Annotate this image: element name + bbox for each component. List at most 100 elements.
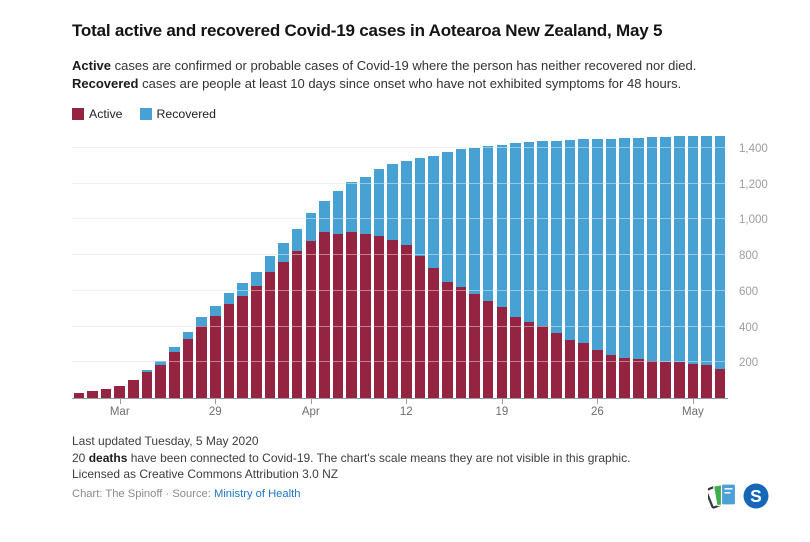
legend-label-recovered: Recovered xyxy=(156,107,216,121)
x-tick-mark xyxy=(119,399,121,404)
y-axis-label: 1,200 xyxy=(739,178,768,191)
recovered-segment xyxy=(319,200,330,233)
active-segment xyxy=(428,267,439,398)
x-axis-label: Apr xyxy=(301,406,320,418)
bar-mar-25 xyxy=(155,133,166,398)
byline-credit: Chart: The Spinoff · Source: xyxy=(72,488,214,500)
gridline-overlay xyxy=(72,182,727,184)
note-deaths-term: deaths xyxy=(88,450,128,465)
y-axis-labels: 200 400 600 800 1,000 1,200 1,400 xyxy=(739,133,799,398)
description-active-term: Active xyxy=(72,58,112,73)
y-axis-label: 800 xyxy=(739,250,759,263)
gridline xyxy=(72,289,727,291)
recovered-segment xyxy=(633,137,644,360)
recovered-segment xyxy=(141,370,153,373)
bar-apr-7 xyxy=(332,133,344,398)
bar-mar-31 xyxy=(237,133,248,398)
gridline-overlay xyxy=(72,361,727,363)
recovered-segment xyxy=(305,212,317,241)
active-segment xyxy=(237,295,248,398)
y-axis-label: 1,000 xyxy=(739,214,768,227)
recovered-segment xyxy=(169,347,180,353)
gridline-overlay xyxy=(72,218,727,220)
active-segment xyxy=(100,388,112,398)
bar-apr-25 xyxy=(578,133,589,398)
active-segment xyxy=(196,326,207,398)
recovered-segment xyxy=(523,142,535,322)
active-segment xyxy=(633,359,644,398)
active-segment xyxy=(401,245,412,398)
recovered-segment xyxy=(209,306,221,317)
y-axis-label: 200 xyxy=(739,357,759,370)
bar-apr-4 xyxy=(291,133,303,398)
description-recovered-term: Recovered xyxy=(72,75,139,91)
gridline xyxy=(72,361,727,363)
recovered-segment xyxy=(564,140,576,340)
legend-swatch-active xyxy=(72,108,84,120)
bar-apr-1 xyxy=(250,133,262,398)
active-segment xyxy=(128,379,139,398)
papers-stack-logo[interactable] xyxy=(708,480,738,512)
bar-apr-13 xyxy=(414,133,426,398)
recovered-segment xyxy=(196,317,207,327)
bar-mar-24 xyxy=(141,133,153,398)
bar-apr-10 xyxy=(373,133,385,398)
recovered-segment xyxy=(551,140,562,333)
legend-label-active: Active xyxy=(89,107,123,121)
active-segment xyxy=(387,239,398,398)
recovered-segment xyxy=(360,176,371,234)
recovered-segment xyxy=(578,138,589,343)
active-segment xyxy=(114,386,126,398)
bar-mar-23 xyxy=(128,133,139,398)
recovered-segment xyxy=(701,136,712,365)
recovered-segment xyxy=(660,137,671,363)
bar-apr-28 xyxy=(619,133,630,398)
active-segment xyxy=(373,235,385,398)
active-segment xyxy=(687,363,699,398)
recovered-segment xyxy=(455,149,467,287)
active-segment xyxy=(305,240,317,398)
active-segment xyxy=(537,326,549,398)
recovered-segment xyxy=(469,148,480,295)
active-segment xyxy=(605,355,617,398)
x-axis-label: Mar xyxy=(109,406,130,418)
active-segment xyxy=(441,282,453,398)
recovered-segment xyxy=(687,136,699,364)
y-axis-label: 600 xyxy=(739,285,759,298)
recovered-segment xyxy=(537,141,549,327)
recovered-segment xyxy=(673,136,685,363)
active-segment xyxy=(332,234,344,398)
bar-apr-24 xyxy=(564,133,576,398)
chart-title: Total active and recovered Covid-19 case… xyxy=(72,21,663,40)
bar-may-4 xyxy=(701,133,712,398)
x-axis-label: May xyxy=(682,406,704,418)
active-segment xyxy=(73,393,85,398)
active-segment xyxy=(264,272,276,398)
active-segment xyxy=(551,332,562,398)
bar-apr-3 xyxy=(278,133,289,398)
bar-apr-2 xyxy=(264,133,276,398)
active-segment xyxy=(278,261,289,398)
bar-mar-29 xyxy=(209,133,221,398)
active-segment xyxy=(360,233,371,398)
recovered-segment xyxy=(387,164,398,240)
active-segment xyxy=(169,352,180,398)
source-link[interactable]: Ministry of Health xyxy=(214,488,301,500)
bar-may-1 xyxy=(660,133,671,398)
bar-mar-28 xyxy=(196,133,207,398)
x-tick-mark xyxy=(310,399,312,404)
note-deaths: 20 deaths have been connected to Covid-1… xyxy=(72,450,732,467)
recovered-segment xyxy=(264,255,276,273)
chart-legend: Active Recovered xyxy=(72,107,216,121)
bar-may-2 xyxy=(673,133,685,398)
x-axis-label: 26 xyxy=(590,406,604,418)
plot-area xyxy=(72,133,727,398)
recovered-segment xyxy=(278,243,289,262)
y-axis-label: 400 xyxy=(739,321,759,334)
active-segment xyxy=(510,316,521,398)
bar-apr-17 xyxy=(469,133,480,398)
active-segment xyxy=(182,338,194,398)
spinoff-logo[interactable]: S xyxy=(743,483,769,509)
